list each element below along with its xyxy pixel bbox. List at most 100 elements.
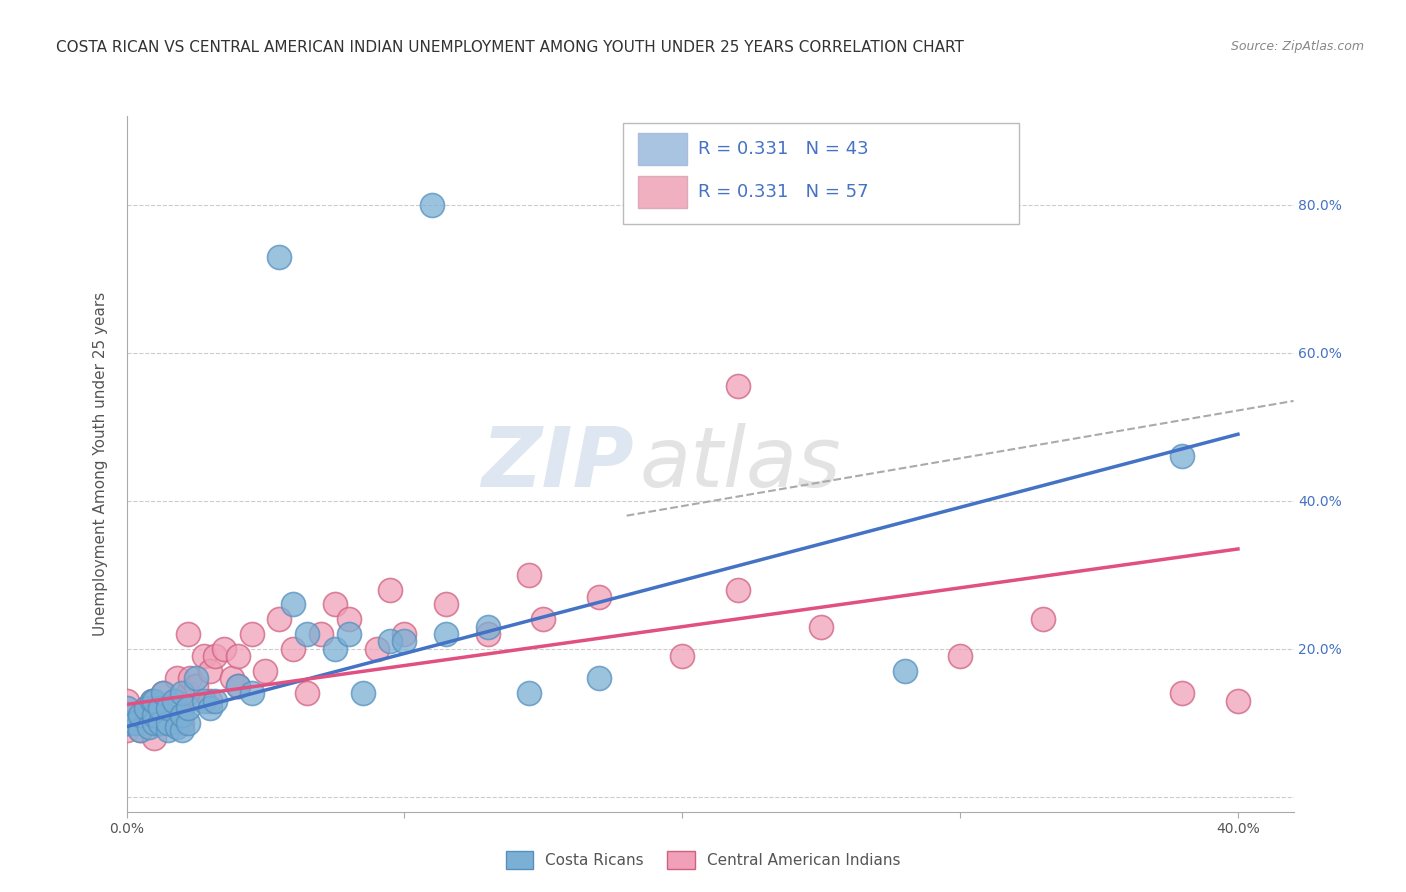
- Point: [337, 627, 360, 641]
- Point: [166, 720, 188, 734]
- Point: [198, 664, 221, 678]
- Point: [163, 708, 186, 723]
- Point: [115, 708, 138, 723]
- Point: [240, 627, 263, 641]
- Point: [671, 649, 693, 664]
- Point: [226, 649, 249, 664]
- Text: R = 0.331   N = 43: R = 0.331 N = 43: [699, 140, 869, 158]
- Point: [1032, 612, 1054, 626]
- Point: [269, 250, 291, 264]
- Point: [141, 694, 163, 708]
- Point: [149, 701, 172, 715]
- Point: [172, 715, 194, 730]
- Point: [135, 701, 157, 715]
- Point: [519, 686, 541, 700]
- Text: atlas: atlas: [640, 424, 842, 504]
- Point: [1171, 686, 1194, 700]
- Point: [588, 672, 610, 686]
- Point: [193, 649, 215, 664]
- Point: [309, 627, 332, 641]
- Point: [531, 612, 554, 626]
- Point: [352, 686, 374, 700]
- Point: [254, 664, 277, 678]
- Point: [149, 715, 172, 730]
- Point: [204, 694, 226, 708]
- Point: [166, 672, 188, 686]
- Point: [152, 701, 174, 715]
- Point: [323, 598, 346, 612]
- Point: [163, 694, 186, 708]
- Point: [727, 379, 749, 393]
- Point: [434, 627, 457, 641]
- Point: [143, 708, 166, 723]
- Point: [135, 701, 157, 715]
- Point: [204, 649, 226, 664]
- Point: [115, 701, 138, 715]
- Point: [269, 612, 291, 626]
- Point: [477, 627, 499, 641]
- Point: [157, 701, 180, 715]
- Point: [179, 672, 201, 686]
- FancyBboxPatch shape: [623, 123, 1019, 224]
- Point: [283, 641, 305, 656]
- Point: [226, 679, 249, 693]
- Point: [394, 627, 416, 641]
- Point: [727, 582, 749, 597]
- Point: [115, 715, 138, 730]
- Point: [143, 708, 166, 723]
- FancyBboxPatch shape: [638, 133, 686, 165]
- Point: [157, 715, 180, 730]
- Text: R = 0.331   N = 57: R = 0.331 N = 57: [699, 183, 869, 201]
- FancyBboxPatch shape: [638, 176, 686, 208]
- Point: [420, 198, 443, 212]
- Point: [380, 634, 402, 648]
- Point: [323, 641, 346, 656]
- Point: [172, 723, 194, 738]
- Point: [184, 672, 207, 686]
- Point: [588, 590, 610, 604]
- Point: [115, 723, 138, 738]
- Point: [283, 598, 305, 612]
- Point: [434, 598, 457, 612]
- Point: [1171, 450, 1194, 464]
- Point: [193, 694, 215, 708]
- Point: [115, 715, 138, 730]
- Point: [157, 715, 180, 730]
- Point: [519, 567, 541, 582]
- Point: [176, 715, 198, 730]
- Point: [138, 720, 160, 734]
- Point: [172, 701, 194, 715]
- Point: [198, 701, 221, 715]
- Point: [143, 694, 166, 708]
- Point: [810, 620, 832, 634]
- Point: [152, 686, 174, 700]
- Point: [893, 664, 915, 678]
- Point: [143, 715, 166, 730]
- Point: [152, 686, 174, 700]
- Text: Source: ZipAtlas.com: Source: ZipAtlas.com: [1230, 40, 1364, 54]
- Point: [129, 723, 152, 738]
- Text: COSTA RICAN VS CENTRAL AMERICAN INDIAN UNEMPLOYMENT AMONG YOUTH UNDER 25 YEARS C: COSTA RICAN VS CENTRAL AMERICAN INDIAN U…: [56, 40, 965, 55]
- Point: [138, 715, 160, 730]
- Point: [124, 715, 146, 730]
- Point: [115, 694, 138, 708]
- Point: [143, 731, 166, 745]
- Point: [394, 634, 416, 648]
- Point: [221, 672, 243, 686]
- Legend: Costa Ricans, Central American Indians: Costa Ricans, Central American Indians: [499, 845, 907, 875]
- Point: [337, 612, 360, 626]
- Point: [477, 620, 499, 634]
- Point: [129, 708, 152, 723]
- Point: [172, 708, 194, 723]
- Text: ZIP: ZIP: [481, 424, 634, 504]
- Point: [141, 694, 163, 708]
- Point: [124, 715, 146, 730]
- Point: [1226, 694, 1249, 708]
- Point: [226, 679, 249, 693]
- Y-axis label: Unemployment Among Youth under 25 years: Unemployment Among Youth under 25 years: [93, 292, 108, 636]
- Point: [149, 715, 172, 730]
- Point: [129, 723, 152, 738]
- Point: [157, 701, 180, 715]
- Point: [380, 582, 402, 597]
- Point: [132, 708, 155, 723]
